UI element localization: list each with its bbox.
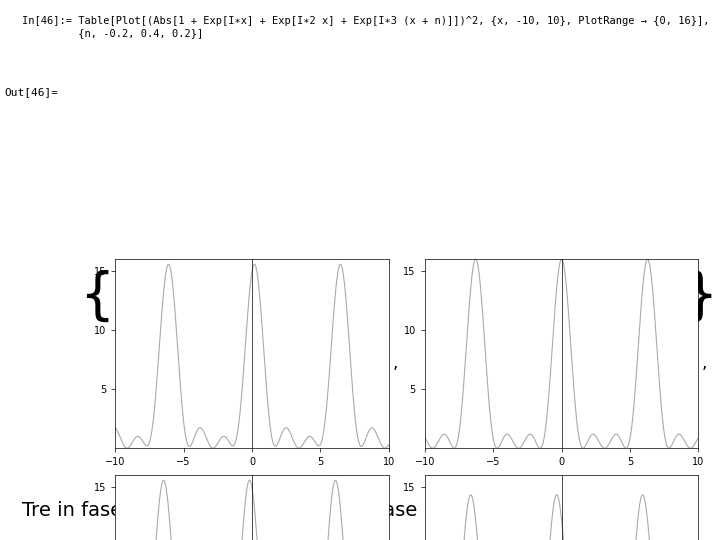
Text: In[46]:= Table[Plot[(Abs[1 + Exp[I∗x] + Exp[I∗2 x] + Exp[I∗3 (x + n)]])^2, {x, -: In[46]:= Table[Plot[(Abs[1 + Exp[I∗x] + … [22, 16, 709, 38]
Text: ,: , [702, 354, 707, 372]
Text: Tre in fase più un quarto punto: alla fase I=16: Tre in fase più un quarto punto: alla fa… [22, 500, 470, 521]
Text: {: { [79, 270, 115, 324]
Text: }: } [683, 270, 717, 324]
Text: Out[46]=: Out[46]= [4, 87, 58, 97]
Text: ,: , [392, 354, 397, 372]
